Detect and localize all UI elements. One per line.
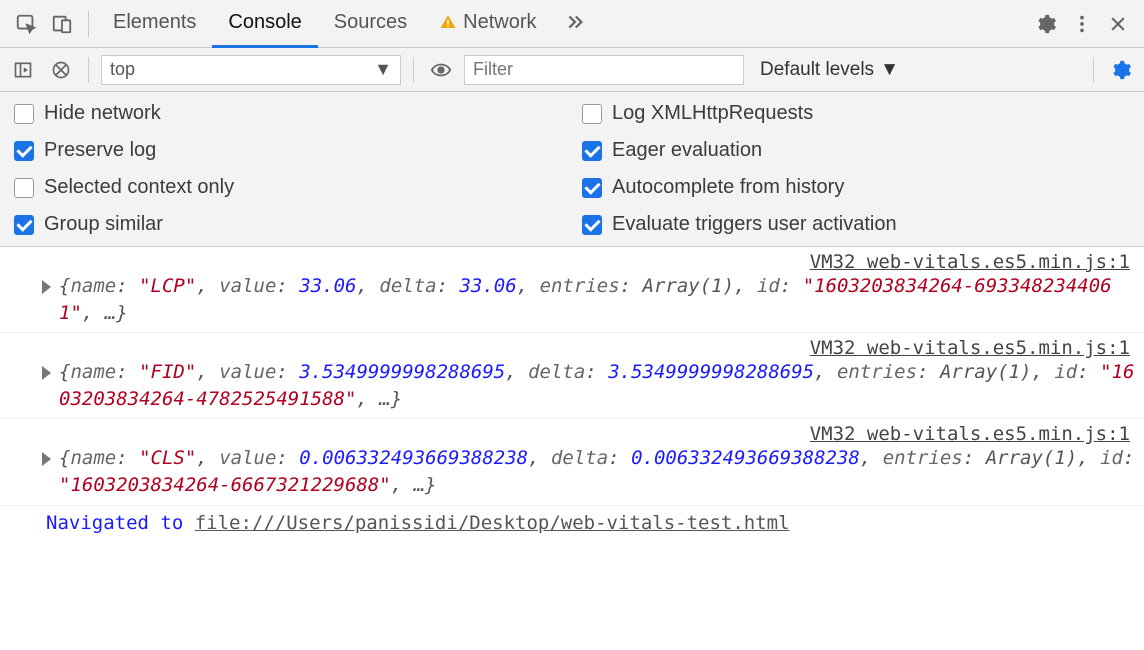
tabs-overflow-icon[interactable] (553, 0, 595, 48)
checkbox-preserve-log[interactable]: Preserve log (14, 139, 562, 162)
checkbox-label: Eager evaluation (612, 139, 762, 162)
context-select-value: top (110, 59, 135, 80)
expand-icon[interactable] (42, 452, 51, 466)
console-toolbar: top ▼ Default levels ▼ (0, 48, 1144, 92)
checkbox-label: Log XMLHttpRequests (612, 102, 813, 125)
live-expression-icon[interactable] (426, 52, 456, 88)
checkbox-label: Autocomplete from history (612, 176, 844, 199)
more-menu-icon[interactable] (1064, 6, 1100, 42)
tab-network-label: Network (463, 11, 536, 34)
console-log-entry: VM32 web-vitals.es5.min.js:1{name: "FID"… (0, 333, 1144, 419)
separator (1093, 57, 1094, 83)
log-object[interactable]: {name: "CLS", value: 0.00633249366938823… (59, 445, 1136, 498)
console-settings-panel: Hide network Log XMLHttpRequests Preserv… (0, 92, 1144, 247)
checkbox-group-similar[interactable]: Group similar (14, 213, 562, 236)
warning-icon (439, 13, 457, 31)
level-select[interactable]: Default levels ▼ (752, 59, 907, 81)
clear-console-icon[interactable] (46, 52, 76, 88)
close-icon[interactable] (1100, 6, 1136, 42)
checkbox-eager-eval[interactable]: Eager evaluation (582, 139, 1130, 162)
checkbox-label: Selected context only (44, 176, 234, 199)
toggle-sidebar-icon[interactable] (8, 52, 38, 88)
tab-sources[interactable]: Sources (318, 0, 423, 48)
filter-input[interactable] (464, 55, 744, 85)
expand-icon[interactable] (42, 366, 51, 380)
log-object[interactable]: {name: "FID", value: 3.5349999998288695,… (59, 359, 1136, 412)
panel-tabs: Elements Console Sources Network (97, 0, 595, 48)
checkbox-selected-ctx[interactable]: Selected context only (14, 176, 562, 199)
chevron-down-icon: ▼ (374, 59, 392, 80)
checkbox-label: Evaluate triggers user activation (612, 213, 897, 236)
log-source-link[interactable]: VM32 web-vitals.es5.min.js:1 (8, 251, 1136, 273)
console-log-entry: VM32 web-vitals.es5.min.js:1{name: "CLS"… (0, 419, 1144, 505)
separator (88, 57, 89, 83)
chevron-down-icon: ▼ (880, 59, 899, 81)
checkbox-eval-triggers[interactable]: Evaluate triggers user activation (582, 213, 1130, 236)
checkbox-autocomplete[interactable]: Autocomplete from history (582, 176, 1130, 199)
context-select[interactable]: top ▼ (101, 55, 401, 85)
console-settings-gear-icon[interactable] (1106, 52, 1136, 88)
level-select-label: Default levels (760, 59, 874, 81)
settings-gear-icon[interactable] (1028, 6, 1064, 42)
console-log-area: VM32 web-vitals.es5.min.js:1{name: "LCP"… (0, 247, 1144, 542)
tab-elements[interactable]: Elements (97, 0, 212, 48)
checkbox-label: Hide network (44, 102, 161, 125)
inspect-icon[interactable] (8, 6, 44, 42)
checkbox-label: Group similar (44, 213, 163, 236)
tab-network[interactable]: Network (423, 0, 552, 48)
expand-icon[interactable] (42, 280, 51, 294)
device-toggle-icon[interactable] (44, 6, 80, 42)
nav-url-link[interactable]: file:///Users/panissidi/Desktop/web-vita… (195, 512, 790, 534)
log-object[interactable]: {name: "LCP", value: 33.06, delta: 33.06… (59, 273, 1136, 326)
checkbox-log-xhr[interactable]: Log XMLHttpRequests (582, 102, 1130, 125)
nav-prefix: Navigated to (46, 512, 195, 534)
navigation-message: Navigated to file:///Users/panissidi/Des… (0, 506, 1144, 542)
tab-console[interactable]: Console (212, 0, 317, 48)
checkbox-hide-network[interactable]: Hide network (14, 102, 562, 125)
devtools-tab-bar: Elements Console Sources Network (0, 0, 1144, 48)
separator (413, 57, 414, 83)
log-source-link[interactable]: VM32 web-vitals.es5.min.js:1 (8, 423, 1136, 445)
checkbox-label: Preserve log (44, 139, 156, 162)
log-source-link[interactable]: VM32 web-vitals.es5.min.js:1 (8, 337, 1136, 359)
separator (88, 11, 89, 37)
console-log-entry: VM32 web-vitals.es5.min.js:1{name: "LCP"… (0, 247, 1144, 333)
